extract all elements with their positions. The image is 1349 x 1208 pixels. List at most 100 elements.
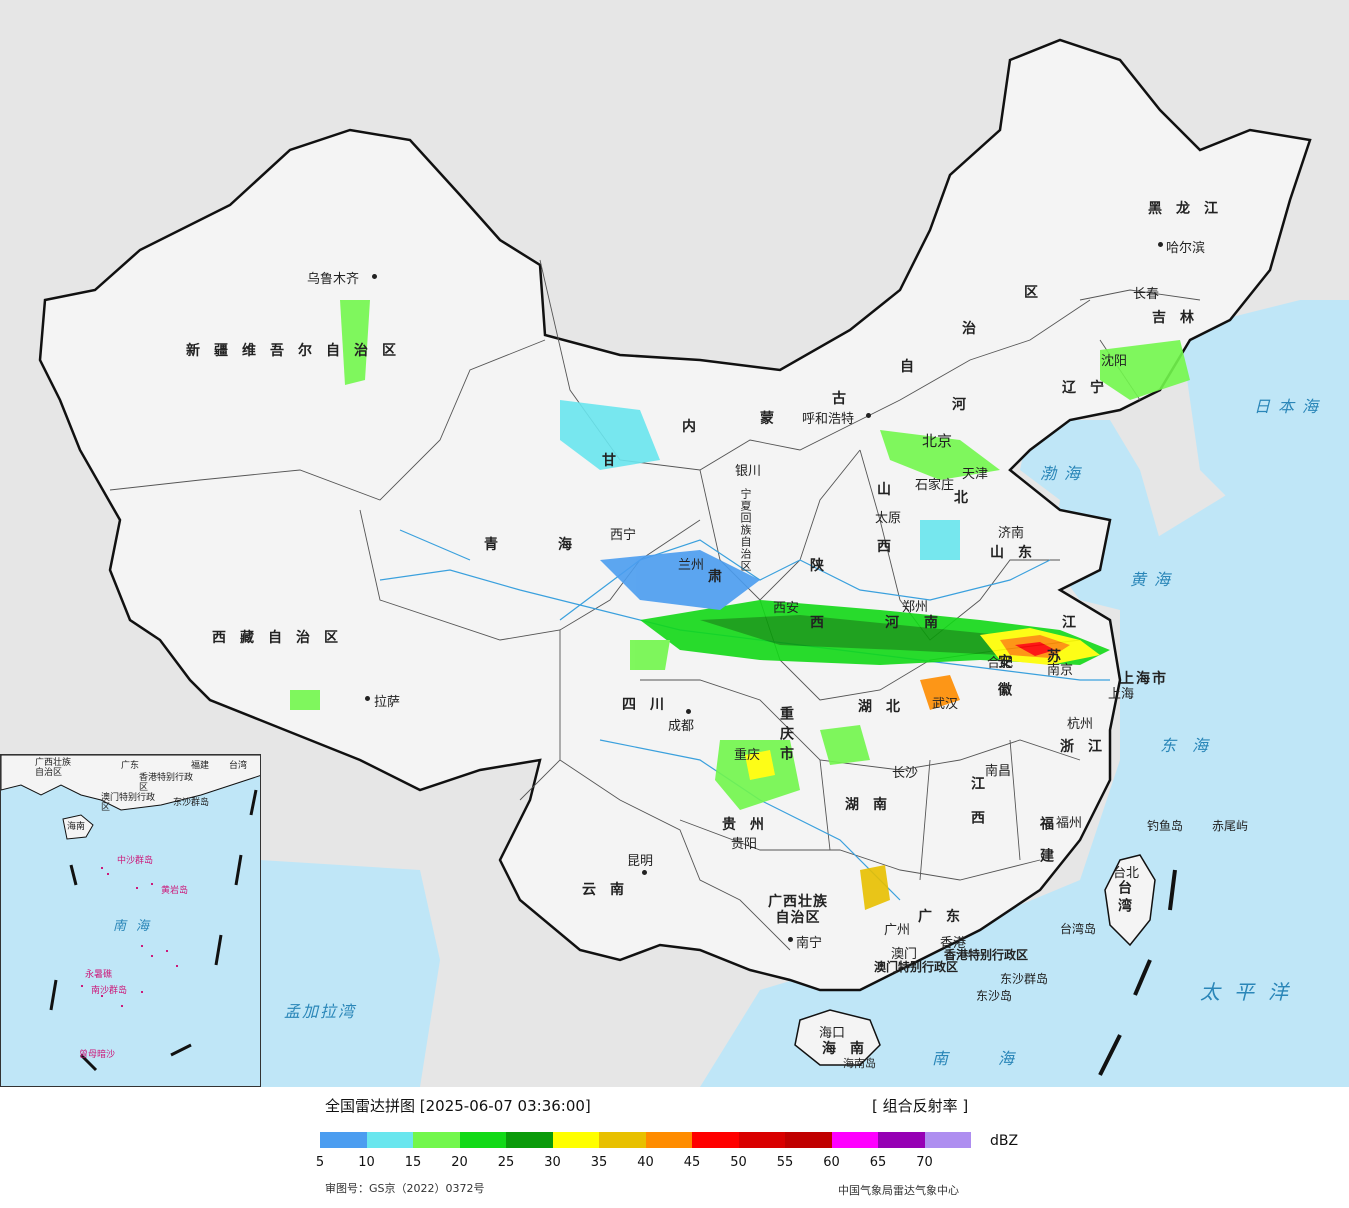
city-chengdu-marker	[686, 709, 691, 714]
region-neimenggu-6: 区	[1024, 285, 1052, 301]
region-qinghai-2: 海	[558, 537, 586, 553]
color-swatch	[459, 1132, 506, 1148]
city-chengdu: 成都	[668, 719, 695, 734]
island-taiwan: 台湾岛	[1060, 922, 1097, 936]
agency-name: 中国气象局雷达气象中心	[838, 1184, 959, 1197]
island-dongsha-islands: 东沙群岛	[1000, 972, 1049, 986]
legend-title: 全国雷达拼图 [2025-06-07 03:36:00]	[325, 1097, 591, 1115]
color-scale-tick: 10	[358, 1155, 375, 1170]
city-chongqing: 重庆	[734, 748, 761, 763]
city-yinchuan: 银川	[735, 464, 762, 479]
city-shanghai: 上海	[1108, 687, 1135, 702]
region-neimenggu-4: 自	[900, 359, 928, 375]
region-shanghai: 上海市	[1120, 671, 1168, 687]
radar-map-panel: 新疆维吾尔自治区 西藏自治区 青 海 甘 肃 内 蒙 古 自 治 区 黑龙江 吉…	[0, 0, 1349, 1087]
region-hebei-1: 河	[952, 397, 980, 413]
region-hebei-2: 北	[954, 490, 982, 506]
color-swatch	[366, 1132, 413, 1148]
region-jiangxi: 江西	[969, 776, 985, 844]
city-lanzhou: 兰州	[678, 558, 705, 573]
island-hainan: 海南岛	[843, 1057, 876, 1070]
boundary-dashes	[1098, 869, 1177, 1076]
inset-label-hongkong: 香港特别行政区	[139, 773, 194, 793]
color-swatch	[506, 1132, 553, 1148]
region-neimenggu-3: 古	[832, 391, 860, 407]
color-swatch	[924, 1132, 971, 1148]
city-hohhot-marker	[866, 413, 871, 418]
region-shandong: 山东	[990, 545, 1046, 561]
city-changchun: 长春	[1133, 287, 1160, 302]
region-taiwan: 台湾	[1116, 880, 1132, 916]
inset-label-yongshu: 永暑礁	[85, 970, 113, 980]
color-scale-tick: 45	[683, 1155, 701, 1170]
city-guiyang: 贵阳	[731, 837, 758, 852]
region-hainan: 海南	[822, 1041, 878, 1057]
color-swatch	[413, 1132, 460, 1148]
region-liaoning: 辽宁	[1062, 380, 1118, 396]
south-china-sea-inset: 广西壮族自治区 广东 福建 台湾 香港特别行政区 澳门特别行政区 东沙群岛 海南…	[0, 754, 261, 1087]
region-anhui: 安徽	[996, 654, 1012, 710]
inset-label-macao: 澳门特别行政区	[101, 793, 156, 813]
region-qinghai-1: 青	[484, 537, 512, 553]
city-tianjin: 天津	[962, 467, 989, 482]
city-xining: 西宁	[610, 528, 637, 543]
region-guizhou: 贵州	[722, 817, 778, 833]
sea-japan: 日本海	[1254, 397, 1327, 416]
radar-echoes	[290, 300, 1190, 910]
city-harbin: 哈尔滨	[1166, 241, 1206, 256]
city-fuzhou: 福州	[1056, 816, 1083, 831]
color-scale-tick: 30	[544, 1155, 561, 1170]
city-changsha: 长沙	[892, 766, 919, 781]
region-neimenggu-1: 内	[682, 419, 710, 435]
sea-yellow: 黄海	[1130, 570, 1179, 589]
region-jiangsu-1: 江	[1062, 615, 1090, 631]
color-swatch	[599, 1132, 646, 1148]
city-nanning-marker	[788, 937, 793, 942]
china-landmass	[38, 38, 1312, 992]
city-taiyuan: 太原	[875, 511, 902, 526]
sea-pacific: 太平洋	[1200, 980, 1302, 1004]
region-hubei: 湖北	[858, 699, 914, 715]
color-swatch	[692, 1132, 739, 1148]
japan-sea-area	[1180, 300, 1349, 520]
inset-label-taiwan: 台湾	[229, 761, 248, 771]
sea-bohai: 渤海	[1040, 464, 1089, 483]
color-scale-tick: 70	[916, 1155, 933, 1170]
region-guangdong: 广东	[918, 909, 974, 925]
region-ningxia: 宁夏回族自治区	[739, 488, 752, 572]
region-hongkong: 香港特别行政区	[944, 948, 1029, 962]
approval-number: 审图号：GS京（2022）0372号	[325, 1182, 485, 1195]
inset-label-guangdong: 广东	[121, 761, 140, 771]
color-scale-tick: 60	[823, 1155, 840, 1170]
region-yunnan: 云南	[582, 882, 638, 898]
sea-bengal: 孟加拉湾	[284, 1002, 357, 1021]
legend-product: [ 组合反射率 ]	[872, 1097, 969, 1115]
color-scale-tick: 25	[497, 1155, 515, 1170]
color-swatch	[645, 1132, 692, 1148]
region-sichuan: 四川	[622, 697, 678, 713]
city-shijiazhuang: 石家庄	[915, 478, 955, 493]
city-xian: 西安	[773, 601, 800, 616]
region-neimenggu-2: 蒙	[760, 411, 788, 427]
inset-boundary-dashes	[49, 789, 258, 1072]
city-harbin-marker	[1158, 242, 1163, 247]
inset-label-south-sea: 南海	[113, 919, 160, 934]
city-beijing: 北京	[922, 432, 953, 450]
color-scale-tick: 15	[404, 1155, 422, 1170]
inset-label-nansha: 南沙群岛	[91, 986, 128, 996]
city-wuhan: 武汉	[932, 697, 959, 712]
region-fujian: 福建	[1038, 816, 1054, 880]
color-scale-tick: 55	[776, 1155, 794, 1170]
inset-label-dongsha: 东沙群岛	[173, 798, 210, 808]
city-urumqi: 乌鲁木齐	[307, 272, 360, 287]
city-hangzhou: 杭州	[1067, 717, 1094, 732]
color-swatch	[831, 1132, 878, 1148]
color-swatch	[738, 1132, 785, 1148]
region-xinjiang: 新疆维吾尔自治区	[186, 343, 410, 359]
color-swatch	[878, 1132, 925, 1148]
city-haikou: 海口	[819, 1026, 846, 1041]
taiwan-island-shape	[1104, 854, 1156, 947]
city-lhasa-marker	[365, 696, 370, 701]
color-swatch	[785, 1132, 832, 1148]
pacific-sea-area	[700, 420, 1349, 1087]
